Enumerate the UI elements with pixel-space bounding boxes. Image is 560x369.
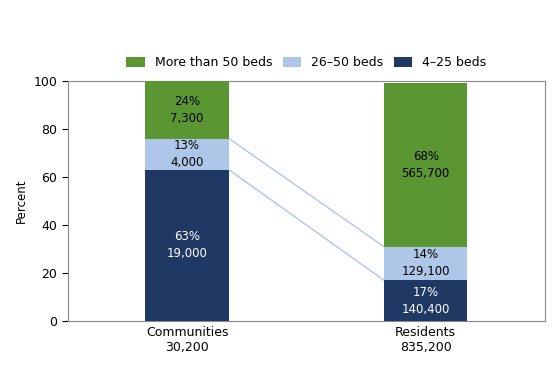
- Bar: [146, 81, 229, 138]
- Bar: [384, 83, 468, 246]
- Text: 14%
129,100: 14% 129,100: [402, 248, 450, 279]
- Text: 63%
19,000: 63% 19,000: [167, 231, 208, 261]
- Y-axis label: Percent: Percent: [15, 179, 28, 223]
- Text: 17%
140,400: 17% 140,400: [402, 286, 450, 316]
- Bar: [146, 138, 229, 170]
- Text: 68%
565,700: 68% 565,700: [402, 150, 450, 180]
- Bar: [384, 280, 468, 321]
- Bar: [146, 170, 229, 321]
- Text: 13%
4,000: 13% 4,000: [170, 139, 204, 169]
- Legend: More than 50 beds, 26–50 beds, 4–25 beds: More than 50 beds, 26–50 beds, 4–25 beds: [122, 51, 492, 74]
- Bar: [384, 246, 468, 280]
- Text: 24%
7,300: 24% 7,300: [170, 95, 204, 125]
